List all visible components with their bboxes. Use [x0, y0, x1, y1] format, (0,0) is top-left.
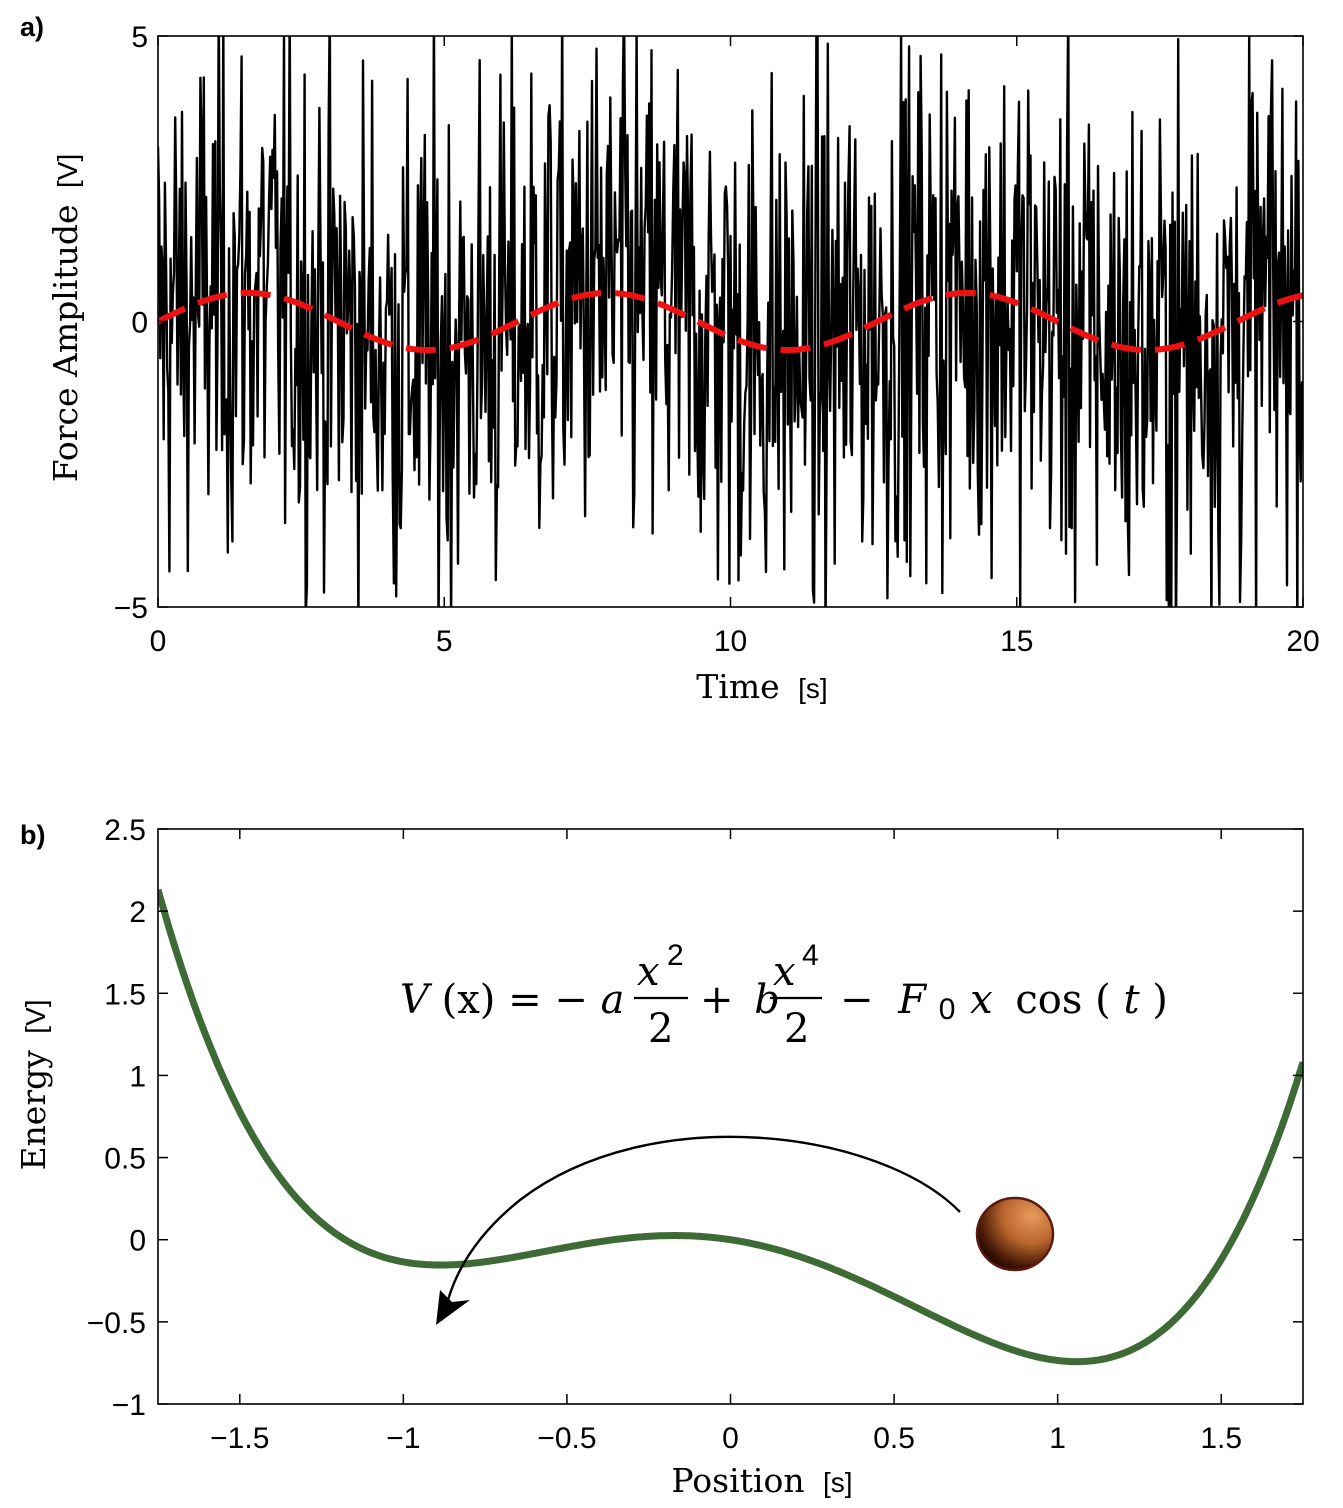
panel-b-ylabel: Energy [V]: [14, 999, 53, 1170]
x-tick-label: 20: [1286, 625, 1319, 658]
panel-a: a) 0 5 10 15 20−505 Time [s] Force Amplitude…: [20, 12, 1320, 706]
svg-text:+ b: + b: [700, 977, 780, 1023]
x-tick-label: −0.5: [537, 1422, 596, 1455]
eq-term1-num: x: [637, 949, 660, 995]
panel-a-xlabel: Time [s]: [696, 667, 827, 706]
panel-a-label: a): [20, 12, 44, 42]
panel-b-xlabel: Position [s]: [671, 1461, 852, 1500]
y-tick-label: 0: [131, 307, 148, 340]
panel-a-series: [158, 36, 1303, 607]
x-tick-label: 15: [1000, 625, 1033, 658]
panel-a-xlabel-unit: [s]: [798, 673, 828, 704]
y-tick-label: 2: [129, 896, 146, 929]
potential-equation: V (x) = − a x 2 2 + b x 4 2 − F: [400, 939, 1168, 1052]
panel-b-axes-box: [157, 828, 1304, 1405]
transition-arrow-line: [446, 1135, 961, 1301]
y-tick-label: 5: [131, 21, 148, 54]
panel-b-ylabel-unit: [V]: [20, 999, 51, 1033]
panel-a-xlabel-word: Time: [696, 667, 779, 706]
eq-term3-close: ): [1152, 977, 1168, 1023]
eq-eq-sign: = −: [508, 977, 588, 1023]
potential-curve-line: [158, 888, 1303, 1366]
y-tick-label: −1: [112, 1389, 146, 1422]
eq-minus: −: [840, 977, 874, 1023]
eq-term2-coef: b: [754, 977, 780, 1023]
eq-term3-sub: 0: [939, 993, 956, 1026]
noise-signal-line: [158, 36, 1303, 607]
y-tick-label: 1.5: [104, 978, 146, 1011]
eq-term3-open: (: [1095, 977, 1111, 1023]
panel-a-ticks: 0 5 10 15 20−505: [114, 21, 1320, 658]
eq-term2-exp: 4: [802, 939, 819, 972]
ball-icon: [975, 1196, 1055, 1272]
x-tick-label: 0.5: [873, 1422, 915, 1455]
x-tick-label: 5: [436, 625, 453, 658]
x-tick-label: −1: [386, 1422, 420, 1455]
panel-a-ylabel: Force Amplitude [V]: [46, 154, 85, 482]
svg-text:− F 0: − F 0 x cos ( t ): [840, 977, 1168, 1029]
eq-term1-exp: 2: [667, 939, 684, 972]
periodic-forcing-line: [158, 290, 1303, 353]
eq-term3-x: x: [970, 977, 993, 1023]
y-tick-label: 0.5: [104, 1143, 146, 1176]
transition-arrowhead-icon: [436, 1290, 470, 1325]
eq-term1-coef: a: [601, 977, 625, 1023]
eq-lhs-arg: (x): [442, 977, 496, 1023]
eq-term2-den: 2: [784, 1006, 809, 1052]
eq-term1-den: 2: [648, 1006, 673, 1052]
eq-term3-t: t: [1123, 977, 1140, 1023]
panel-b-series: [158, 888, 1303, 1366]
eq-lhs: V: [400, 977, 433, 1023]
x-tick-label: 10: [714, 625, 747, 658]
panel-b-ticks: −1.5 −1 −0.5 0 0.5 1 1.5 −1 −0.5 0 0.5 1 1.5 2 2.5: [87, 814, 1303, 1455]
panel-b-xlabel-word: Position: [671, 1461, 804, 1500]
x-tick-label: 1: [1049, 1422, 1066, 1455]
panel-b-label: b): [20, 820, 45, 850]
panel-b-ylabel-word: Energy: [14, 1050, 53, 1171]
x-tick-label: 0: [150, 625, 167, 658]
eq-term3-cos: cos: [1015, 977, 1082, 1023]
panel-b-xlabel-unit: [s]: [823, 1467, 853, 1498]
eq-plus: +: [700, 977, 734, 1023]
y-tick-label: 0: [129, 1225, 146, 1258]
y-tick-label: 2.5: [104, 814, 146, 847]
y-tick-label: −0.5: [87, 1307, 146, 1340]
panel-a-ylabel-unit: [V]: [52, 154, 83, 188]
y-tick-label: −5: [114, 592, 148, 625]
panel-b: b) −1.5 −1 −0.5 0 0.5 1 1.5−1−0.500.511.522.5 …: [14, 814, 1304, 1500]
y-tick-label: 1: [129, 1060, 146, 1093]
panel-a-ylabel-word: Force Amplitude: [46, 204, 85, 482]
svg-text:V (x) = −: V (x) = − a: [400, 977, 624, 1023]
eq-term2-num: x: [773, 949, 796, 995]
x-tick-label: 0: [722, 1422, 739, 1455]
x-tick-label: 1.5: [1200, 1422, 1242, 1455]
eq-term3-F: F: [897, 977, 927, 1023]
x-tick-label: −1.5: [210, 1422, 269, 1455]
